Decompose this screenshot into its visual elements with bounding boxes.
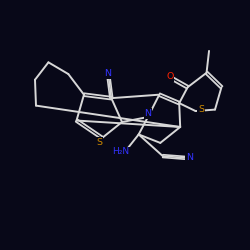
- Text: N: N: [104, 69, 112, 78]
- Text: S: S: [97, 138, 103, 147]
- Text: S: S: [198, 105, 204, 114]
- Text: N: N: [144, 109, 151, 118]
- Text: N: N: [186, 153, 193, 162]
- Text: H₂N: H₂N: [112, 147, 130, 156]
- Text: O: O: [166, 72, 173, 81]
